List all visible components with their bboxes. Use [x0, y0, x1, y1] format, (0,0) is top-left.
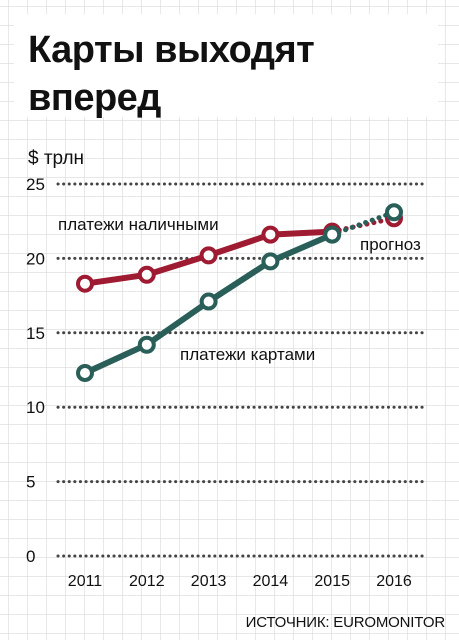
- x-tick-label: 2012: [129, 573, 165, 590]
- y-tick-label: 0: [26, 547, 35, 566]
- series-label-cash: платежи наличными: [58, 215, 219, 234]
- data-point: [323, 225, 342, 244]
- y-tick-label: 25: [26, 175, 45, 194]
- y-axis-label: $ трлн: [28, 148, 84, 169]
- chart-title: Карты выходят вперед: [28, 29, 315, 119]
- series-label-cards: платежи картами: [180, 345, 315, 364]
- y-tick-label: 5: [26, 473, 35, 492]
- data-point: [76, 363, 94, 382]
- title-box: [14, 14, 438, 117]
- x-tick-label: 2011: [68, 573, 103, 590]
- y-tick-label: 20: [26, 249, 45, 268]
- source-note: ИСТОЧНИК: EUROMONITOR: [245, 614, 446, 631]
- x-tick-label: 2015: [314, 573, 350, 590]
- forecast-label: прогноз: [360, 235, 421, 254]
- data-point: [261, 252, 280, 271]
- y-tick-label: 15: [26, 324, 45, 343]
- x-tick-label: 2014: [253, 573, 289, 590]
- y-tick-label: 10: [26, 398, 45, 417]
- data-point: [137, 335, 156, 354]
- data-point: [76, 274, 94, 293]
- x-tick-label: 2013: [191, 573, 227, 590]
- series-forecast-line: [329, 209, 397, 238]
- data-point: [137, 265, 156, 284]
- x-tick-label: 2016: [376, 573, 412, 590]
- data-point: [261, 225, 280, 244]
- data-point: [199, 292, 218, 311]
- data-point: [199, 246, 218, 265]
- data-point: [385, 203, 403, 222]
